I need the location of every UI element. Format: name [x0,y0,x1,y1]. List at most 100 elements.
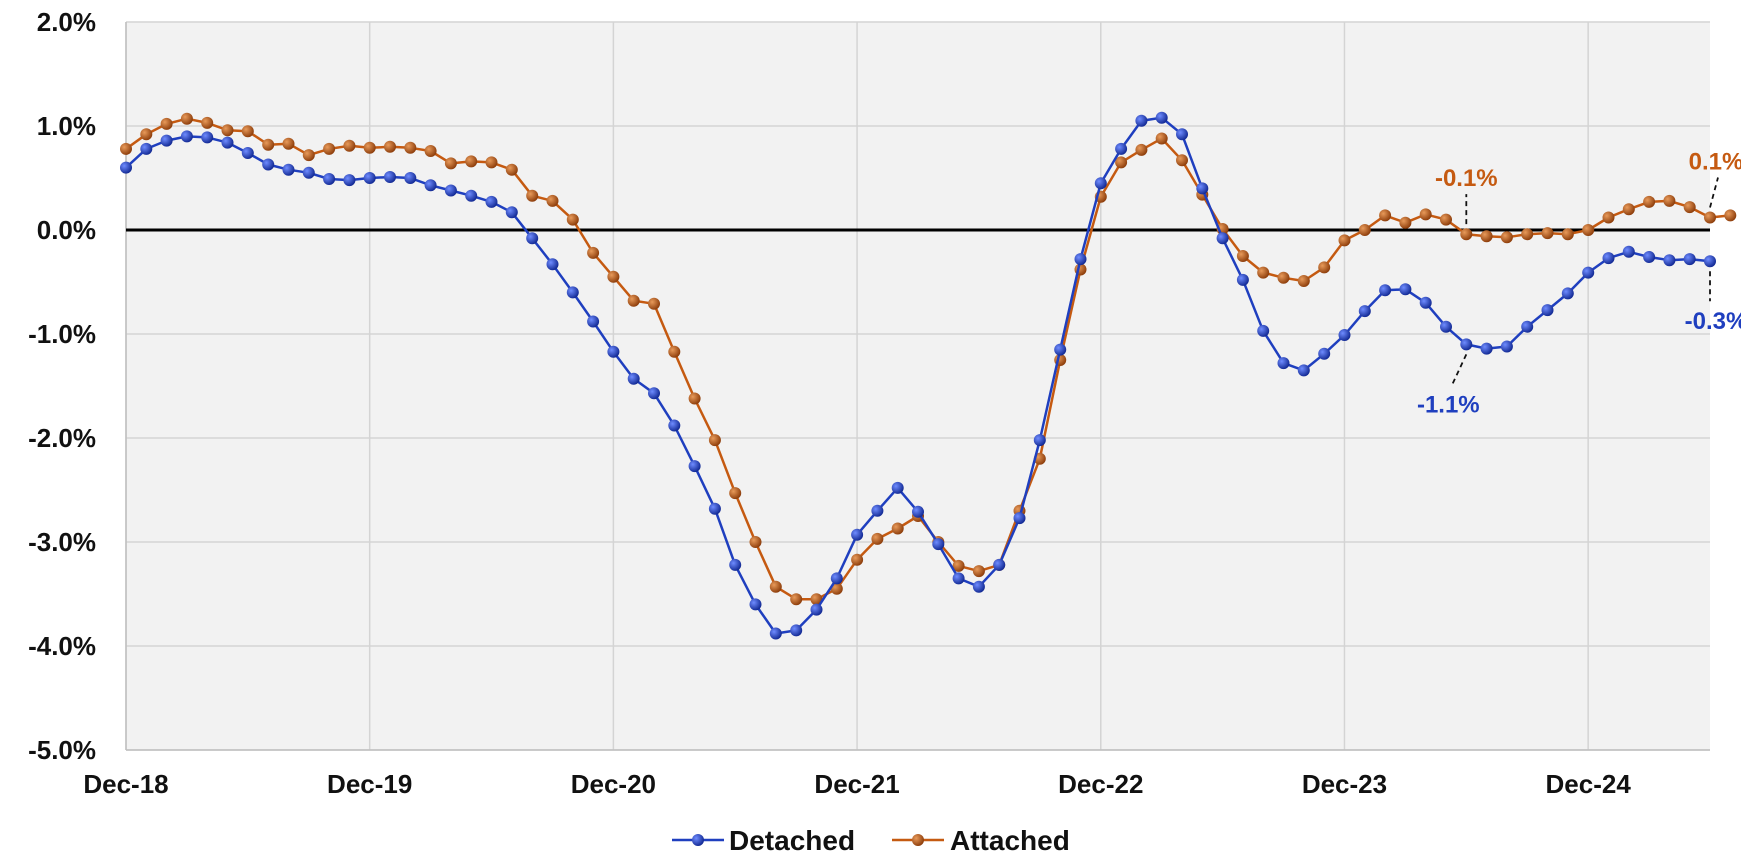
data-point-attached [1663,194,1676,207]
data-point-attached [1358,224,1371,236]
data-point-detached [1602,252,1615,265]
data-point-detached [1115,142,1128,155]
data-point-attached [1236,250,1249,262]
data-point-detached [566,286,579,299]
data-point-attached [505,163,518,176]
y-tick-label: -1.0% [28,319,96,349]
gridlines [125,21,1710,751]
data-point-detached [1054,343,1067,356]
data-point-attached [404,141,417,154]
data-point-detached [323,173,336,185]
data-point-detached [465,189,478,202]
series-detached [120,111,1716,640]
data-point-detached [221,136,234,149]
x-tick-label: Dec-23 [1302,769,1387,799]
data-point-detached [1297,364,1310,377]
y-tick-label: 0.0% [37,215,96,245]
data-point-attached [384,140,396,153]
data-point-detached [1176,128,1188,141]
data-point-attached [1724,209,1737,222]
data-point-attached [424,145,437,157]
data-point-detached [1663,254,1676,267]
data-point-attached [343,139,356,152]
data-point-attached [1440,213,1452,226]
data-point-attached [120,142,132,155]
data-point-detached [1257,324,1270,337]
data-point-detached [1379,284,1392,297]
data-point-attached [1704,211,1716,224]
x-tick-label: Dec-19 [327,769,412,799]
data-point-detached [790,624,803,637]
data-point-detached [912,505,924,518]
annotation-leader [1451,354,1468,385]
data-point-attached [1399,216,1412,229]
data-point-attached [1683,201,1696,214]
data-point-detached [851,528,864,541]
data-point-attached [526,189,539,202]
data-point-detached [363,172,376,184]
y-tick-label: -5.0% [28,735,96,765]
data-point-detached [749,598,762,611]
data-point-attached [1338,234,1351,247]
annotations: -0.1% 0.1% -1.1% -0.3% [1417,149,1741,419]
y-tick-label: 2.0% [37,7,96,37]
data-point-detached [546,258,559,271]
data-point-attached [1277,271,1290,284]
data-point-detached [1704,255,1716,268]
data-point-detached [1236,273,1249,286]
data-point-detached [668,419,681,432]
plot-area [126,22,1710,750]
data-point-attached [648,297,660,310]
data-point-detached [1460,338,1473,351]
data-point-detached [1155,111,1168,124]
data-point-attached [851,553,864,566]
data-point-attached [1480,230,1493,243]
x-tick-label: Dec-18 [83,769,168,799]
data-point-attached [140,128,153,141]
data-point-attached [1500,231,1513,244]
data-point-detached [343,174,356,187]
x-tick-label: Dec-21 [814,769,899,799]
data-point-attached [587,246,600,259]
data-point-attached [952,559,965,572]
series-layer [120,111,1737,640]
legend-marker-attached [912,834,924,846]
data-point-detached [830,572,843,585]
data-point-detached [932,538,945,551]
data-point-detached [384,171,396,183]
data-point-attached [160,117,173,130]
data-point-detached [1196,182,1209,195]
data-point-detached [282,163,295,176]
data-point-detached [1683,253,1696,266]
data-point-attached [790,593,803,606]
data-point-attached [566,213,579,226]
legend-item-attached: Attached [892,825,1070,856]
data-point-detached [180,130,193,143]
data-point-detached [688,460,701,473]
data-point-attached [1460,228,1473,241]
data-point-attached [221,124,234,137]
data-point-attached [201,116,214,129]
data-point-detached [302,166,315,179]
data-point-detached [891,481,904,494]
data-point-detached [1318,347,1331,360]
y-tick-label: -3.0% [28,527,96,557]
data-point-attached [1622,203,1635,216]
annotation-label: -1.1% [1417,391,1480,418]
data-point-detached [1216,232,1229,245]
legend-marker-detached [692,834,704,846]
data-point-attached [708,434,721,447]
annotation: -0.1% [1435,165,1498,225]
data-point-attached [282,137,295,150]
data-point-attached [830,582,843,595]
data-point-attached [323,142,336,155]
data-point-detached [1033,434,1046,447]
data-point-detached [810,603,823,616]
y-tick-label: 1.0% [37,111,96,141]
data-point-attached [769,580,782,593]
data-point-attached [1115,156,1128,169]
data-point-detached [1135,114,1148,127]
data-point-detached [1358,305,1371,318]
